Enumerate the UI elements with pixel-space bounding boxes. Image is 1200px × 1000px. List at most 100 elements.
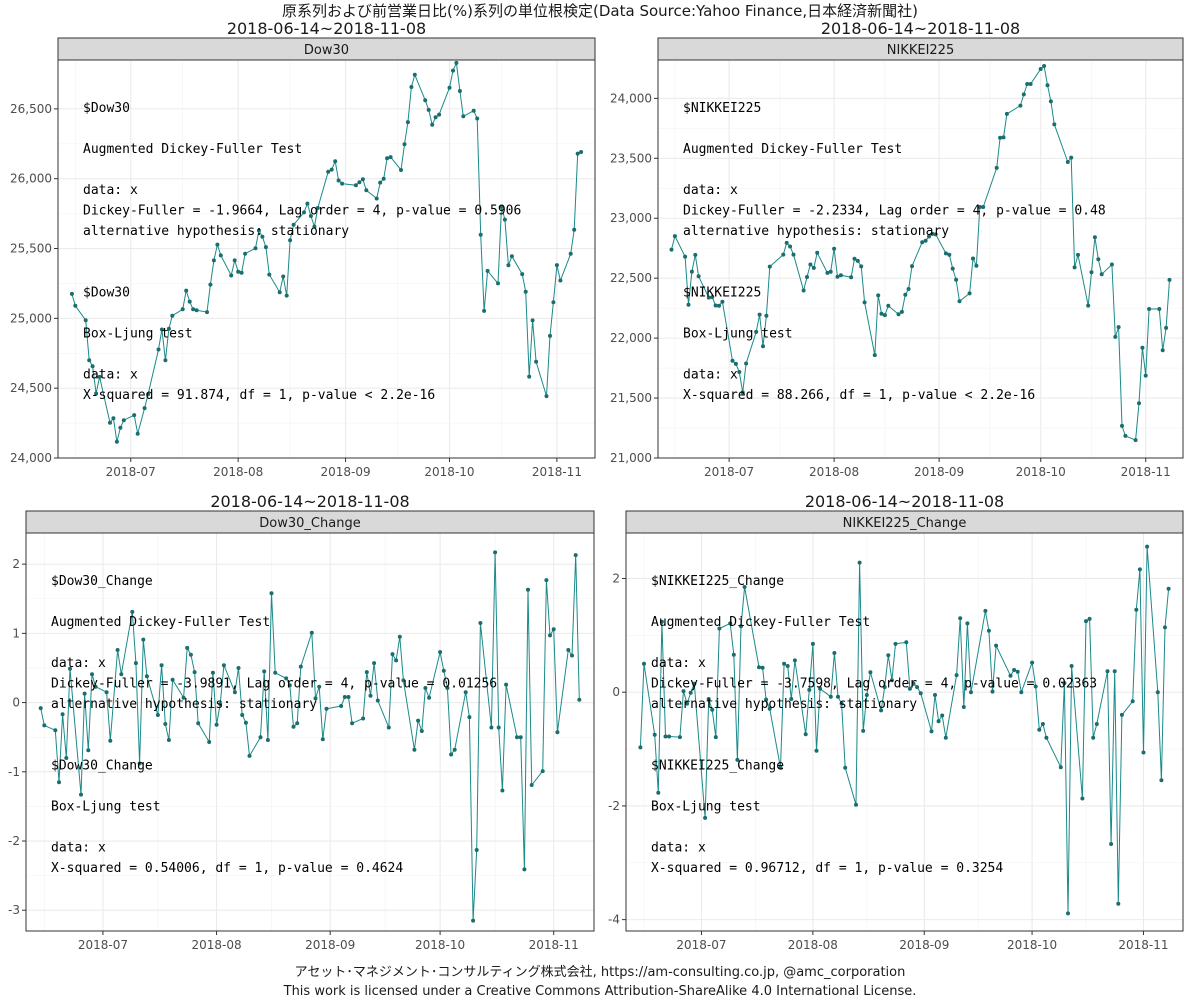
data-point bbox=[879, 311, 884, 316]
data-point bbox=[232, 690, 237, 695]
data-point bbox=[1145, 544, 1150, 549]
x-tick-label: 2018-11 bbox=[532, 465, 582, 479]
data-point bbox=[1137, 401, 1141, 406]
data-point bbox=[740, 390, 745, 395]
panel-title: 2018-06-14~2018-11-08 bbox=[227, 19, 426, 38]
panel-title: 2018-06-14~2018-11-08 bbox=[210, 492, 409, 511]
data-point bbox=[778, 765, 783, 770]
data-point bbox=[807, 687, 812, 692]
data-point bbox=[317, 684, 322, 689]
data-point bbox=[947, 252, 952, 257]
data-point bbox=[929, 729, 934, 734]
data-point bbox=[256, 228, 261, 233]
data-point bbox=[489, 725, 494, 730]
data-point bbox=[269, 591, 274, 596]
data-point bbox=[243, 720, 248, 725]
data-point bbox=[115, 648, 120, 652]
data-point bbox=[540, 769, 545, 774]
data-point bbox=[461, 114, 466, 119]
data-point bbox=[573, 553, 578, 558]
data-point bbox=[1012, 668, 1017, 672]
annotation-line: $Dow30_Change bbox=[51, 759, 153, 774]
data-point bbox=[669, 247, 674, 252]
facet-strip-label: Dow30_Change bbox=[259, 516, 360, 531]
data-point bbox=[568, 251, 573, 256]
data-point bbox=[667, 734, 672, 739]
y-tick-label: 21,500 bbox=[610, 391, 652, 405]
data-point bbox=[291, 222, 296, 227]
data-point bbox=[342, 695, 347, 699]
data-point bbox=[1018, 103, 1023, 108]
data-point bbox=[927, 234, 931, 239]
data-point bbox=[551, 627, 556, 632]
data-point bbox=[401, 678, 406, 683]
data-point bbox=[262, 669, 267, 674]
data-point bbox=[90, 364, 95, 369]
data-point bbox=[378, 180, 383, 185]
data-point bbox=[457, 89, 462, 93]
data-point bbox=[187, 299, 192, 304]
data-point bbox=[551, 300, 556, 305]
annotation-line: $NIKKEI225_Change bbox=[651, 574, 784, 589]
facet-strip-label: NIKKEI225_Change bbox=[843, 516, 967, 531]
data-point bbox=[994, 165, 999, 170]
data-point bbox=[471, 108, 476, 113]
data-point bbox=[258, 735, 263, 740]
data-point bbox=[1044, 735, 1049, 740]
data-point bbox=[68, 666, 72, 671]
data-point bbox=[236, 269, 241, 274]
data-point bbox=[97, 374, 102, 379]
data-point bbox=[1001, 135, 1006, 140]
plot-border bbox=[25, 532, 595, 932]
data-point bbox=[803, 732, 808, 737]
data-point bbox=[832, 651, 837, 655]
data-point bbox=[73, 303, 78, 308]
data-point bbox=[399, 168, 403, 172]
annotation-line: Augmented Dickey-Fuller Test bbox=[651, 615, 870, 630]
annotation-line: Box-Ljung test bbox=[683, 327, 793, 342]
plot-border bbox=[57, 59, 596, 459]
data-point bbox=[132, 413, 137, 418]
data-point bbox=[659, 619, 664, 624]
data-point bbox=[1052, 122, 1057, 127]
data-point bbox=[757, 665, 761, 670]
data-point bbox=[515, 735, 519, 740]
data-point bbox=[236, 666, 241, 670]
data-point bbox=[253, 246, 258, 251]
data-point bbox=[478, 621, 483, 625]
data-point bbox=[1141, 750, 1146, 755]
data-point bbox=[854, 802, 858, 807]
data-point bbox=[815, 250, 820, 255]
data-point bbox=[855, 258, 860, 263]
y-tick-label: 23,000 bbox=[610, 211, 652, 225]
data-point bbox=[288, 238, 293, 243]
data-point bbox=[346, 695, 351, 699]
data-point bbox=[163, 722, 168, 726]
data-point bbox=[810, 641, 815, 646]
data-point bbox=[207, 740, 212, 744]
data-point bbox=[876, 293, 881, 298]
data-point bbox=[518, 735, 523, 740]
data-point bbox=[693, 252, 698, 257]
data-point bbox=[757, 312, 762, 317]
data-point bbox=[57, 780, 61, 785]
data-point bbox=[1076, 252, 1080, 257]
data-point bbox=[390, 652, 395, 657]
data-point bbox=[471, 918, 476, 923]
data-point bbox=[181, 695, 186, 700]
x-tick-label: 2018-10 bbox=[1007, 938, 1057, 952]
data-point bbox=[60, 712, 65, 717]
y-tick-label: 25,000 bbox=[10, 311, 52, 325]
data-point bbox=[1072, 265, 1077, 270]
data-point bbox=[496, 281, 500, 286]
data-point bbox=[760, 665, 765, 670]
data-point bbox=[1116, 901, 1121, 906]
annotation-line: data: x bbox=[51, 656, 106, 671]
x-tick-label: 2018-07 bbox=[676, 938, 726, 952]
data-point bbox=[789, 697, 794, 701]
y-tick-label: 2 bbox=[12, 557, 20, 571]
data-point bbox=[886, 303, 891, 308]
data-point bbox=[918, 691, 923, 696]
data-point bbox=[785, 664, 790, 668]
data-point bbox=[196, 721, 201, 726]
